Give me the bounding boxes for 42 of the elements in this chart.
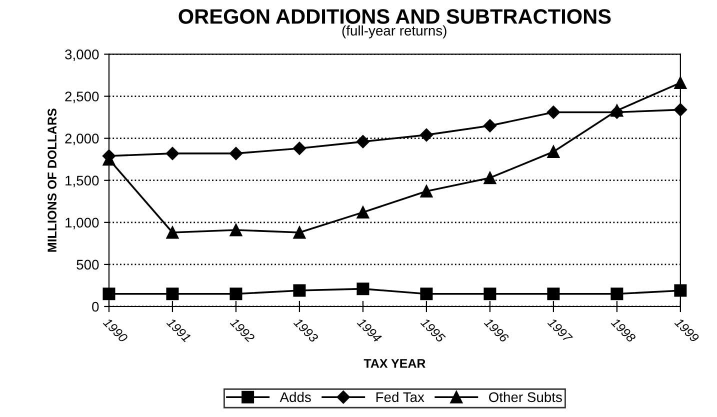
chart-subtitle: (full-year returns)	[342, 25, 446, 38]
point	[356, 135, 370, 148]
y-tick-label: 2,000	[65, 134, 99, 146]
point	[292, 142, 306, 155]
legend-label: Adds	[280, 392, 311, 402]
y-tick-label: 1,000	[66, 218, 99, 230]
y-tick-label: 2,500	[65, 92, 99, 104]
point	[546, 106, 560, 119]
point	[356, 282, 370, 296]
point	[484, 172, 496, 184]
point	[293, 226, 306, 239]
point	[356, 206, 370, 219]
point	[293, 284, 306, 297]
point	[483, 119, 497, 132]
y-tick-label: 500	[76, 260, 99, 270]
point	[674, 284, 687, 297]
point	[166, 146, 180, 160]
y-axis-title: MILLIONS OF DOLLARS	[48, 108, 56, 252]
point	[420, 128, 434, 142]
point	[229, 146, 243, 160]
point	[230, 288, 242, 300]
point	[166, 226, 179, 239]
point	[610, 106, 624, 119]
y-tick-label: 0	[92, 302, 99, 312]
point	[484, 288, 496, 300]
legend-label: Other Subts	[488, 392, 562, 402]
x-tick-label: 1997	[547, 317, 574, 344]
point	[230, 224, 242, 236]
point	[610, 288, 624, 300]
legend-label: Fed Tax	[376, 392, 424, 402]
point	[420, 185, 433, 198]
y-tick-label: 1,500	[66, 176, 99, 188]
chart-title: OREGON ADDITIONS AND SUBTRACTIONS	[178, 9, 611, 24]
point	[674, 103, 688, 116]
y-tick-label: 3,000	[65, 50, 99, 62]
x-axis-title: TAX YEAR	[364, 359, 426, 368]
point	[166, 288, 179, 300]
point	[420, 288, 433, 300]
point	[547, 288, 560, 300]
point	[547, 146, 560, 158]
point	[102, 288, 116, 300]
point	[674, 76, 687, 90]
